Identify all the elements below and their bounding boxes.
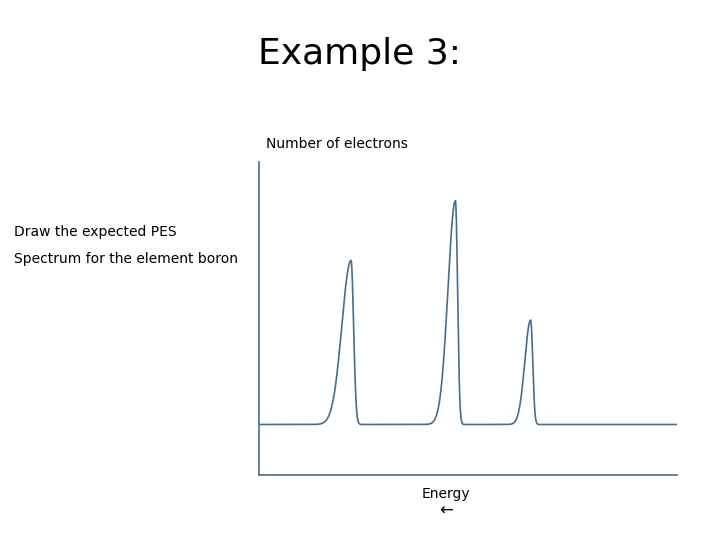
Text: Draw the expected PES: Draw the expected PES xyxy=(14,225,177,239)
Text: ←: ← xyxy=(439,501,454,519)
Text: Spectrum for the element boron: Spectrum for the element boron xyxy=(14,252,238,266)
Text: Number of electrons: Number of electrons xyxy=(266,137,408,151)
Text: Energy: Energy xyxy=(422,487,471,501)
Text: Example 3:: Example 3: xyxy=(258,37,462,71)
